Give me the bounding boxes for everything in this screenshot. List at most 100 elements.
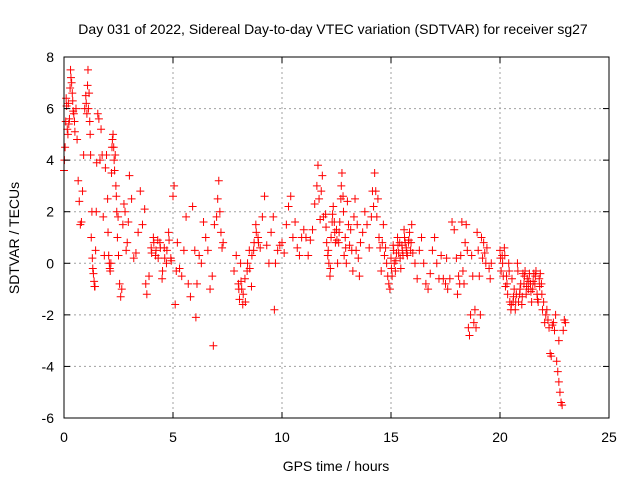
data-point: [400, 233, 409, 242]
data-point: [355, 272, 364, 281]
data-point: [104, 251, 113, 260]
data-points: [60, 65, 570, 410]
data-point: [162, 259, 171, 268]
data-point: [559, 326, 568, 335]
data-point: [531, 272, 540, 281]
data-point: [192, 279, 201, 288]
data-point: [109, 130, 118, 139]
data-point: [507, 300, 516, 309]
data-point: [230, 267, 239, 276]
data-point: [387, 254, 395, 263]
data-point: [102, 150, 111, 159]
data-point: [122, 246, 131, 255]
y-tick-labels: -6 -4 -2 0 2 4 6 8: [42, 49, 55, 426]
data-point: [258, 212, 267, 221]
data-point: [460, 279, 469, 288]
data-point: [273, 246, 282, 255]
data-point: [547, 352, 556, 361]
x-tick-label: 20: [492, 429, 508, 445]
data-point: [516, 285, 525, 294]
data-point: [332, 236, 341, 245]
data-point: [131, 248, 140, 257]
data-point: [400, 225, 409, 234]
data-point: [327, 233, 336, 242]
data-point: [313, 161, 322, 170]
y-tick-label: -6: [42, 410, 55, 426]
data-point: [552, 357, 561, 366]
data-point: [337, 169, 346, 178]
data-point: [158, 274, 167, 283]
data-point: [158, 267, 167, 276]
x-tick-label: 0: [60, 429, 68, 445]
data-point: [110, 156, 119, 165]
data-point: [197, 259, 206, 268]
data-point: [522, 282, 531, 291]
y-axis-label: SDTVAR / TECUs: [6, 182, 22, 294]
data-point: [93, 109, 102, 118]
data-point: [529, 277, 538, 286]
data-point: [304, 251, 313, 260]
data-point: [437, 251, 446, 260]
data-point: [114, 212, 123, 221]
data-point: [70, 127, 79, 136]
data-point: [328, 210, 337, 219]
data-point: [513, 259, 522, 268]
data-point: [308, 225, 317, 234]
data-point: [77, 218, 86, 227]
y-tick-label: 6: [46, 101, 54, 117]
data-point: [169, 192, 177, 201]
plot-frame: [63, 56, 610, 419]
data-point: [335, 228, 344, 237]
x-tick-label: 25: [601, 429, 617, 445]
data-point: [68, 96, 77, 105]
data-point: [74, 176, 83, 185]
data-point: [184, 279, 193, 288]
data-point: [271, 259, 280, 268]
data-point: [247, 282, 256, 291]
data-point: [343, 197, 352, 206]
data-point: [82, 99, 91, 108]
data-point: [543, 316, 552, 325]
y-tick-label: 0: [46, 255, 54, 271]
data-point: [73, 135, 82, 144]
x-tick-label: 5: [169, 429, 177, 445]
data-point: [371, 187, 380, 196]
data-point: [322, 223, 331, 232]
data-point: [215, 207, 224, 216]
data-point: [136, 187, 145, 196]
data-point: [171, 300, 180, 309]
data-point: [464, 323, 473, 332]
data-point: [346, 225, 355, 234]
data-point: [256, 243, 265, 252]
data-point: [442, 254, 451, 263]
data-point: [428, 246, 437, 255]
data-point: [179, 246, 188, 255]
data-point: [497, 267, 506, 276]
data-point: [353, 220, 362, 229]
data-point: [247, 251, 256, 260]
data-point: [140, 205, 149, 214]
data-point: [186, 292, 195, 301]
data-point: [206, 285, 215, 294]
data-point: [396, 264, 405, 273]
data-point: [466, 310, 475, 319]
data-point: [278, 238, 286, 247]
data-point: [63, 130, 72, 139]
data-point: [344, 220, 353, 229]
data-point: [280, 248, 289, 257]
data-point: [84, 104, 93, 113]
chart-title: Day 031 of 2022, Sidereal Day-to-day VTE…: [78, 21, 588, 37]
data-point: [67, 78, 76, 87]
data-point: [310, 199, 319, 208]
axis-ticks: [63, 56, 610, 419]
data-point: [117, 285, 126, 294]
data-point: [282, 220, 291, 229]
data-point: [486, 274, 495, 283]
data-point: [112, 192, 121, 201]
data-point: [553, 367, 562, 376]
data-point: [503, 290, 512, 299]
data-point: [104, 228, 113, 237]
data-point: [415, 246, 424, 255]
data-point: [106, 267, 115, 276]
data-point: [299, 225, 308, 234]
